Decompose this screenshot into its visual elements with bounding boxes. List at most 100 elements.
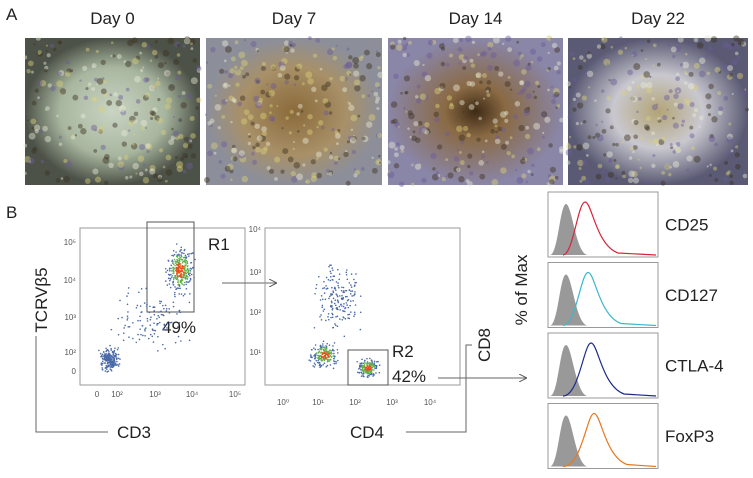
- event-dot: [355, 273, 357, 275]
- cell: [70, 135, 76, 140]
- event-dot: [335, 316, 337, 318]
- event-dot: [153, 310, 156, 312]
- event-dot: [183, 252, 185, 255]
- event-dot: [318, 275, 320, 278]
- cell: [239, 155, 247, 163]
- event-dot: [331, 349, 334, 352]
- cell: [661, 114, 668, 121]
- cell: [239, 95, 246, 101]
- event-dot: [335, 362, 337, 365]
- cell: [458, 176, 465, 183]
- event-dot: [172, 305, 175, 308]
- event-dot: [331, 316, 334, 319]
- x-tick-label: 10²: [111, 390, 123, 399]
- event-dot: [327, 356, 330, 359]
- event-dot: [166, 284, 169, 286]
- cell: [223, 83, 227, 87]
- cell: [601, 128, 607, 134]
- cell: [190, 45, 194, 48]
- event-dot: [117, 317, 120, 320]
- event-dot: [189, 278, 192, 281]
- gate: [347, 349, 389, 386]
- event-dot: [321, 306, 324, 309]
- event-dot: [108, 354, 111, 356]
- event-dot: [344, 307, 346, 310]
- cell: [714, 142, 719, 147]
- event-dot: [338, 273, 341, 275]
- cell: [165, 71, 170, 76]
- cell: [553, 88, 560, 95]
- event-dot: [138, 338, 141, 341]
- event-dot: [342, 316, 345, 318]
- event-dot: [329, 354, 332, 357]
- event-dot: [105, 347, 107, 350]
- event-dot: [364, 362, 366, 364]
- cell: [63, 175, 71, 183]
- cell: [39, 97, 42, 100]
- cell: [72, 94, 79, 101]
- cell: [639, 166, 642, 170]
- event-dot: [328, 360, 331, 362]
- cell: [285, 51, 288, 54]
- event-dot: [147, 337, 150, 340]
- event-dot: [159, 300, 161, 303]
- event-dot: [177, 283, 180, 286]
- cell: [95, 49, 99, 54]
- event-dot: [373, 365, 376, 368]
- cell: [30, 70, 34, 74]
- event-dot: [312, 365, 314, 367]
- micrograph: [206, 38, 382, 185]
- cell: [511, 154, 515, 159]
- cell: [303, 124, 306, 127]
- event-dot: [368, 364, 370, 367]
- cell: [151, 165, 154, 169]
- event-dot: [140, 288, 143, 290]
- event-dot: [171, 274, 174, 277]
- cell: [207, 121, 212, 126]
- cell: [525, 125, 530, 130]
- cell: [375, 159, 382, 166]
- event-dot: [184, 293, 186, 295]
- event-dot: [345, 302, 348, 304]
- event-dot: [319, 352, 322, 354]
- event-dot: [177, 279, 179, 281]
- cell: [287, 40, 293, 46]
- cell: [610, 45, 614, 49]
- event-dot: [351, 295, 353, 297]
- cell: [627, 69, 633, 76]
- cell: [301, 82, 305, 86]
- cell: [547, 181, 553, 187]
- event-dot: [370, 362, 373, 364]
- cell: [345, 61, 353, 69]
- cell: [435, 171, 440, 175]
- cell: [413, 121, 419, 127]
- cell: [649, 75, 652, 78]
- cell: [490, 129, 496, 134]
- cell: [645, 58, 648, 61]
- cell: [121, 141, 127, 147]
- event-dot: [174, 260, 177, 263]
- cell: [550, 85, 554, 89]
- event-dot: [107, 370, 110, 372]
- event-dot: [311, 356, 313, 359]
- event-dot: [114, 354, 116, 357]
- cell: [615, 177, 618, 180]
- cell: [343, 64, 349, 70]
- event-dot: [181, 269, 183, 272]
- cell: [679, 63, 684, 67]
- cell: [296, 173, 303, 181]
- event-dot: [109, 344, 111, 347]
- event-dot: [98, 349, 100, 352]
- cell: [268, 115, 275, 122]
- cell: [631, 51, 638, 58]
- event-dot: [189, 277, 192, 280]
- event-dot: [315, 359, 318, 362]
- cell: [145, 143, 151, 149]
- cell: [575, 92, 581, 98]
- cell: [321, 84, 328, 92]
- cell: [668, 172, 672, 177]
- event-dot: [167, 273, 170, 276]
- cell: [376, 160, 380, 164]
- cell: [232, 156, 238, 162]
- event-dot: [186, 262, 189, 265]
